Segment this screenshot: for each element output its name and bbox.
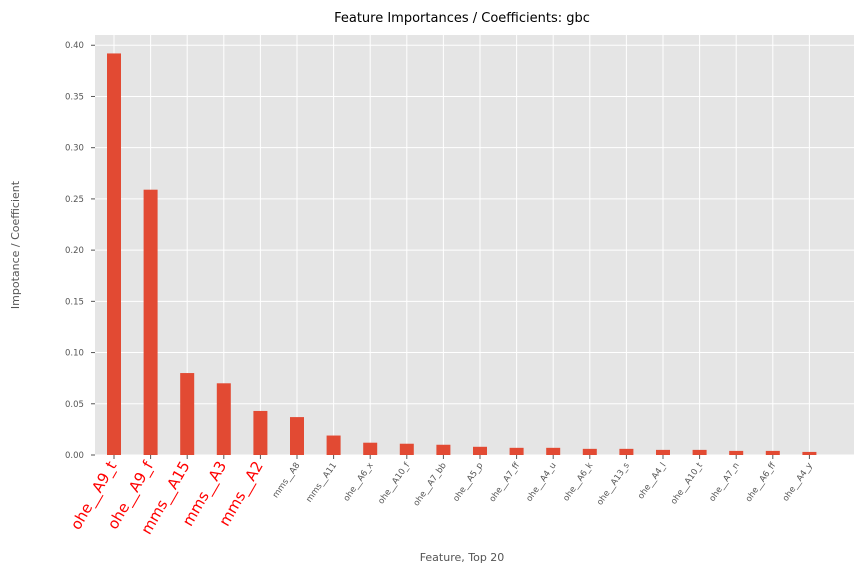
x-tick-label: ohe__A4_y: [781, 461, 815, 503]
bar-ohe__A7_ff: [509, 447, 524, 455]
x-tick-label: ohe__A7_ff: [488, 460, 523, 504]
bar-ohe__A6_ff: [765, 450, 780, 455]
x-tick-label: ohe__A4_l: [636, 461, 668, 501]
bar-ohe__A6_x: [363, 442, 378, 455]
bar-ohe__A10_f: [399, 443, 414, 455]
y-tick-label: 0.30: [65, 144, 84, 154]
grid-lines: [95, 35, 854, 456]
bar-ohe__A7_bb: [436, 444, 451, 455]
bar-ohe__A4_y: [802, 451, 817, 455]
y-tick-label: 0.35: [65, 92, 84, 102]
y-tick-label: 0.00: [65, 451, 84, 461]
y-tick-label: 0.20: [65, 246, 84, 256]
x-tick-label: ohe__A13_s: [595, 461, 632, 508]
x-axis-label: Feature, Top 20: [420, 551, 505, 564]
bar-ohe__A9_f: [143, 189, 158, 455]
bar-ohe__A6_k: [582, 448, 597, 455]
x-tick-label: ohe__A6_x: [342, 461, 376, 503]
y-axis-label: Impotance / Coefficient: [9, 180, 22, 309]
x-tick-label: ohe__A7_bb: [412, 461, 449, 508]
bar-ohe__A4_l: [656, 449, 670, 455]
y-tick-label: 0.05: [65, 400, 84, 410]
x-tick-label: ohe__A7_n: [708, 461, 742, 504]
bar-ohe__A7_n: [729, 450, 744, 455]
x-tick-label: ohe__A10_f: [376, 460, 412, 506]
bar-mms__A8: [290, 417, 304, 455]
bar-ohe__A4_u: [546, 447, 561, 455]
y-tick-label: 0.15: [65, 297, 84, 307]
x-tick-label: mms__A8: [271, 461, 303, 500]
bar-ohe__A10_t: [692, 449, 707, 455]
x-tick-label: ohe__A5_p: [451, 461, 485, 504]
x-tick-label: ohe__A10_t: [669, 460, 705, 506]
x-tick-label: ohe__A6_ff: [744, 460, 779, 504]
bars: [107, 53, 817, 455]
x-tick-label: mms__A11: [304, 461, 339, 505]
bar-mms__A11: [326, 435, 341, 455]
y-ticks: 0.00 0.05 0.10 0.15 0.20 0.25 0.30 0.35 0.40: [65, 41, 95, 461]
bar-mms__A3: [216, 383, 231, 455]
x-tick-label: ohe__A4_u: [525, 461, 559, 504]
bar-ohe__A5_p: [473, 446, 487, 455]
x-tick-label: ohe__A6_k: [561, 461, 595, 503]
chart-title: Feature Importances / Coefficients: gbc: [334, 11, 590, 26]
bar-ohe__A13_s: [619, 448, 634, 455]
plot-background: [95, 35, 854, 455]
bar-mms__A2: [253, 410, 268, 455]
x-ticks: ohe__A9_tohe__A9_fmms__A15mms__A3mms__A2…: [67, 455, 815, 538]
y-tick-label: 0.40: [65, 41, 84, 51]
y-tick-label: 0.25: [65, 195, 84, 205]
y-tick-label: 0.10: [65, 349, 84, 359]
bar-mms__A15: [180, 373, 195, 455]
bar-ohe__A9_t: [107, 53, 121, 455]
